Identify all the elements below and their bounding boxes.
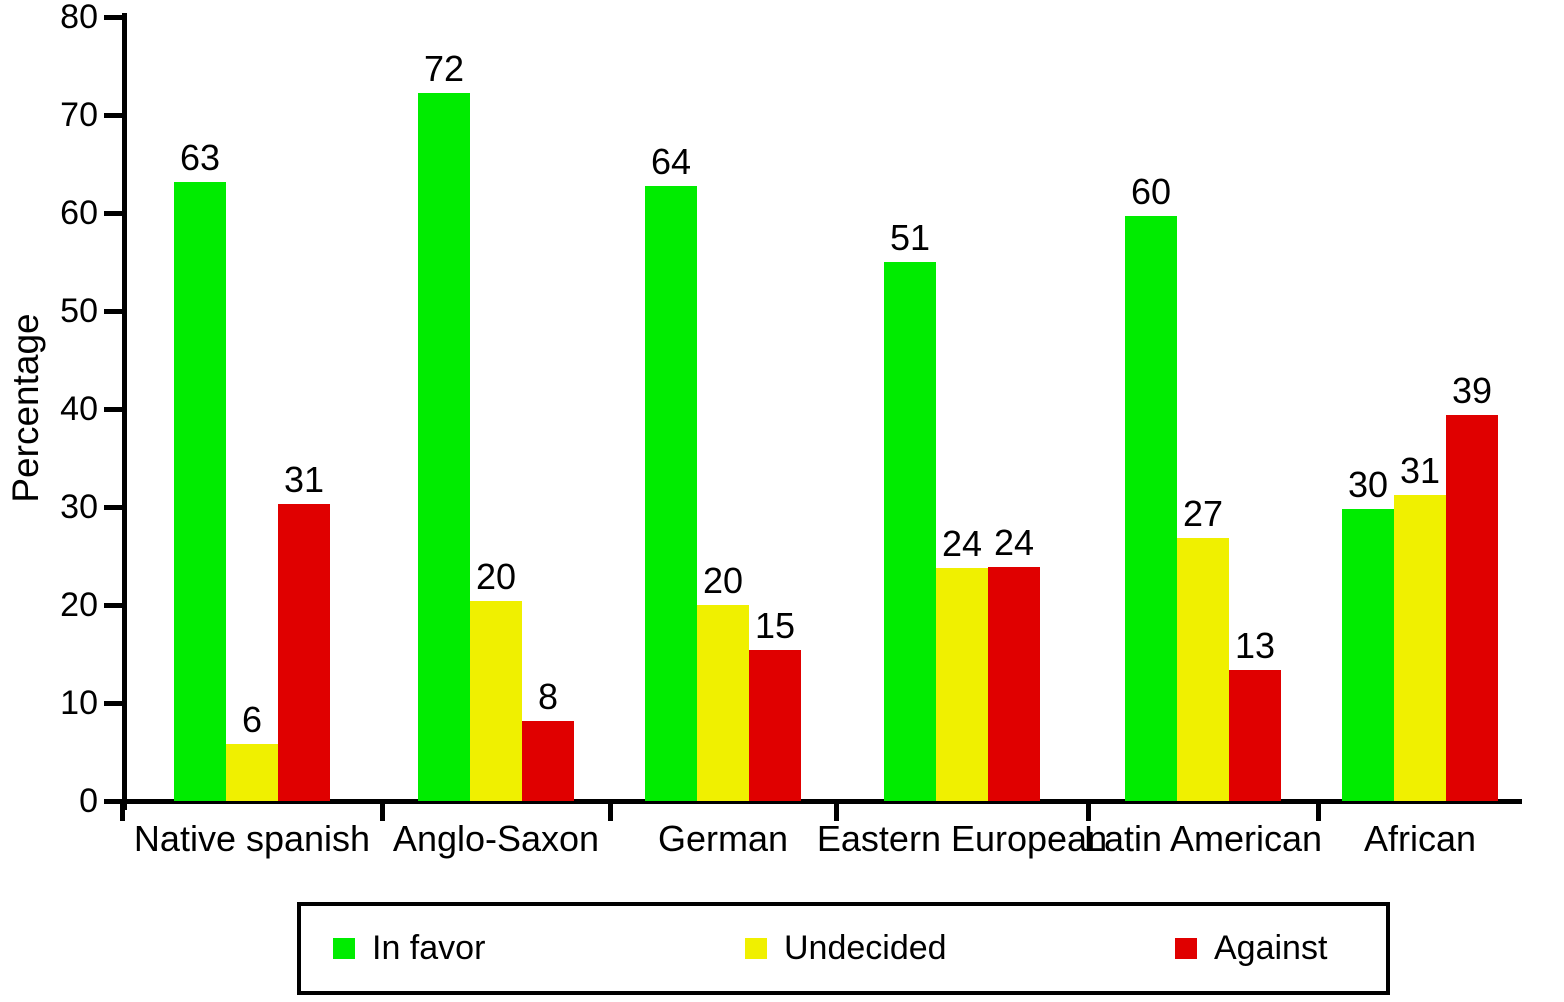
y-tick-label: 10: [60, 684, 98, 722]
bar-against: [1229, 669, 1281, 801]
x-tick-mark: [1086, 801, 1091, 821]
bar-value-label: 51: [889, 217, 931, 258]
bar-against: [1446, 414, 1498, 801]
bar-value-label: 15: [754, 605, 796, 647]
bar-in-favor: [1125, 215, 1177, 801]
bar-value-label: 24: [993, 521, 1035, 563]
x-axis-line: [119, 799, 1522, 804]
y-tick-label: 40: [60, 390, 98, 428]
bar-value-label: 31: [283, 459, 325, 501]
bar-value-label: 27: [1182, 493, 1224, 535]
legend-swatch-against: [1175, 938, 1197, 959]
bar-value-label: 64: [650, 140, 692, 182]
legend-item-against: Against: [1175, 906, 1327, 991]
bar-against: [988, 566, 1040, 801]
legend-swatch-undecided: [745, 938, 767, 959]
bar-value-label: 20: [702, 560, 744, 601]
bar-in-favor: [1342, 508, 1394, 801]
bar-value-label: 60: [1130, 170, 1172, 212]
bar-value-label: 30: [1347, 463, 1389, 505]
bar-value-label: 20: [475, 556, 517, 598]
bar-value-label: 8: [537, 675, 559, 717]
y-tick-mark: [104, 112, 122, 118]
bar-value-label: 6: [241, 699, 263, 741]
bar-against: [278, 504, 330, 801]
bar-value-label: 63: [179, 136, 221, 178]
bar-value-label: 31: [1399, 450, 1441, 492]
x-tick-mark: [1316, 801, 1321, 821]
bar-in-favor: [418, 93, 470, 801]
bar-in-favor: [174, 181, 226, 801]
x-tick-mark: [834, 801, 839, 821]
bar-value-label: 72: [423, 48, 465, 90]
y-tick-mark: [104, 14, 122, 20]
x-category-label: Anglo-Saxon: [392, 818, 600, 859]
y-tick-mark: [104, 406, 122, 412]
legend-label-undecided: Undecided: [784, 929, 947, 967]
x-tick-mark: [608, 801, 613, 821]
y-tick-label: 0: [79, 782, 98, 820]
x-category-label: Latin American: [1083, 818, 1323, 859]
x-category-label: African: [1363, 818, 1477, 859]
y-tick-mark: [104, 504, 122, 510]
legend-swatch-in-favor: [333, 938, 355, 959]
y-tick-mark: [104, 602, 122, 608]
legend-label-against: Against: [1214, 929, 1328, 967]
y-tick-mark: [104, 798, 122, 804]
y-tick-label: 60: [60, 194, 98, 232]
bar-against: [749, 650, 801, 801]
y-axis-line: [122, 13, 127, 810]
bar-value-label: 13: [1234, 624, 1276, 666]
y-tick-label: 70: [60, 96, 98, 134]
y-tick-label: 30: [60, 488, 98, 526]
x-tick-mark: [120, 801, 125, 821]
bar-in-favor: [884, 262, 936, 801]
y-tick-mark: [104, 700, 122, 706]
legend-label-in-favor: In favor: [372, 929, 486, 967]
bar-undecided: [470, 601, 522, 801]
y-tick-label: 20: [60, 586, 98, 624]
bar-value-label: 24: [941, 522, 983, 564]
x-tick-mark: [380, 801, 385, 821]
bar-value-label: 39: [1451, 369, 1493, 411]
bar-against: [522, 720, 574, 801]
bar-undecided: [226, 744, 278, 801]
legend-item-undecided: Undecided: [745, 906, 947, 991]
bar-undecided: [697, 605, 749, 801]
x-category-label: Native spanish: [133, 818, 371, 859]
legend: In favor Undecided Against: [297, 902, 1390, 995]
y-tick-mark: [104, 210, 122, 216]
legend-item-in-favor: In favor: [333, 906, 485, 991]
y-tick-label: 80: [60, 0, 98, 36]
x-category-label: German: [657, 818, 789, 859]
bar-undecided: [1394, 495, 1446, 801]
bar-undecided: [936, 567, 988, 801]
y-tick-label: 50: [60, 292, 98, 330]
y-tick-mark: [104, 308, 122, 314]
bar-undecided: [1177, 538, 1229, 801]
bar-in-favor: [645, 185, 697, 801]
x-category-label: Eastern European: [816, 818, 1108, 859]
